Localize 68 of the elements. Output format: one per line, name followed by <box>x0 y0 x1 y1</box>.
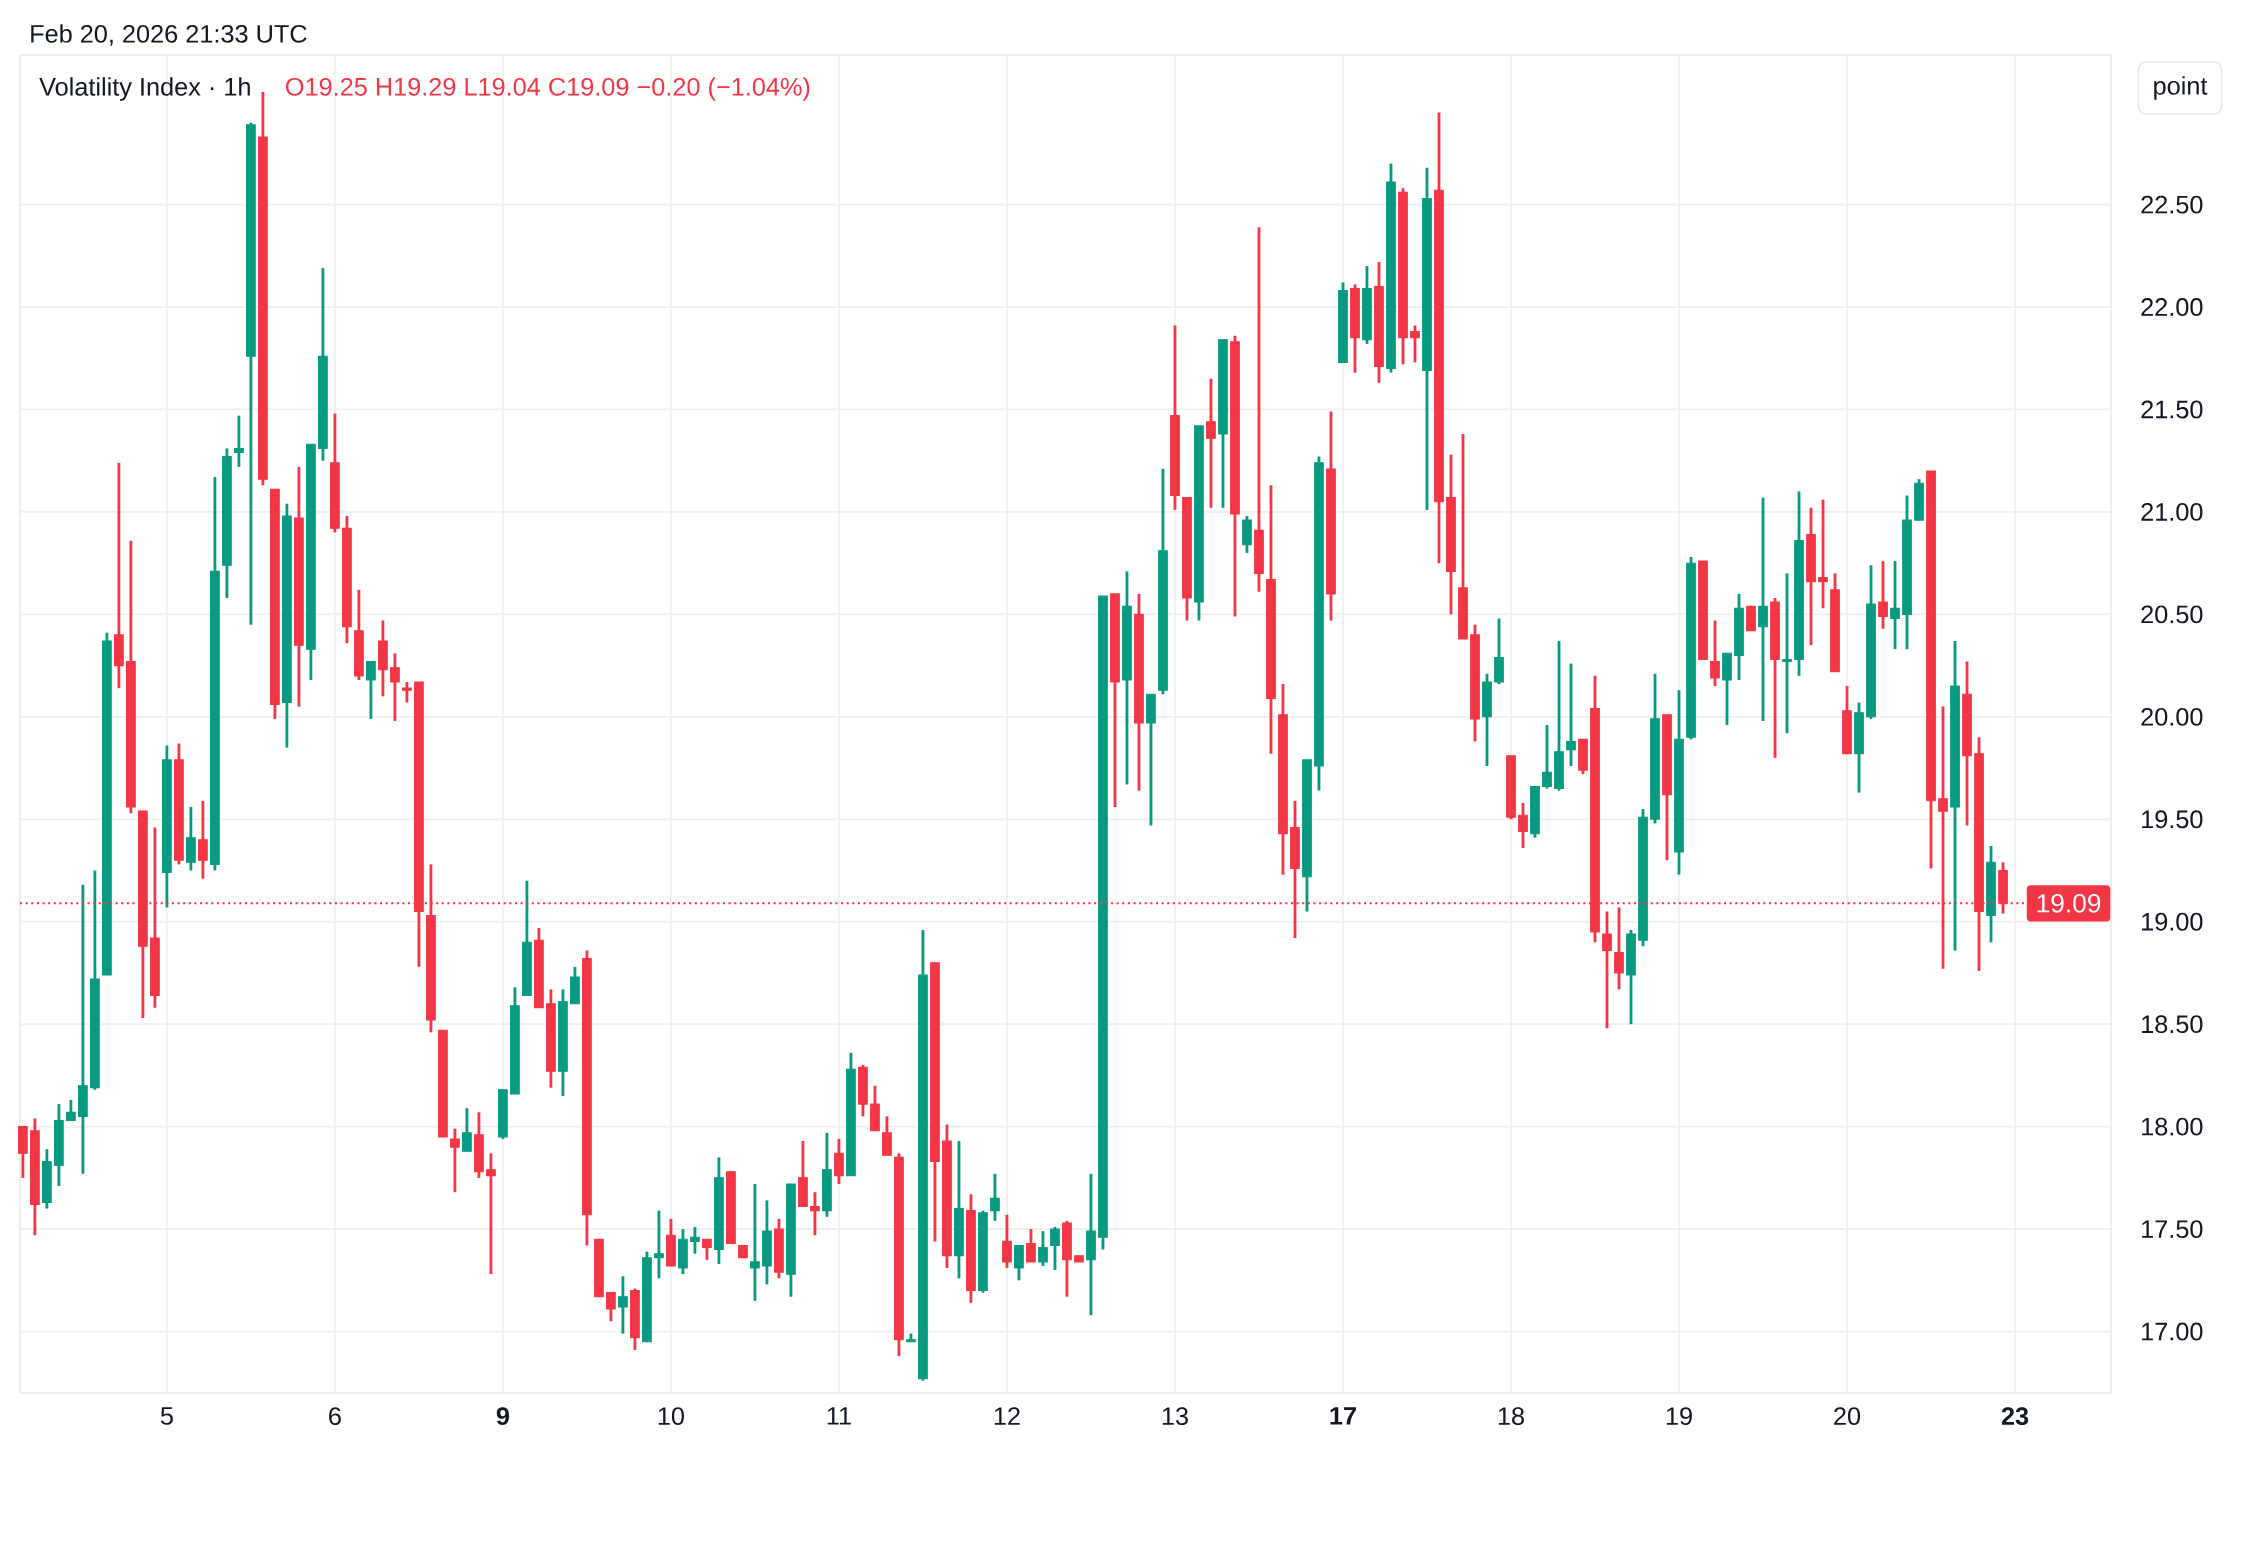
candlestick <box>882 1114 892 1157</box>
candlestick <box>1518 801 1528 850</box>
y-tick-label: 20.50 <box>2141 605 2203 624</box>
candlestick <box>462 1106 472 1153</box>
candlestick <box>1818 498 1828 610</box>
candlestick <box>1782 572 1792 735</box>
y-tick-label: 18.00 <box>2142 1117 2203 1136</box>
candlestick <box>198 799 208 881</box>
candlestick <box>1878 559 1888 631</box>
text: Volatility Index · 1h <box>39 77 250 101</box>
x-tick-label: 19 <box>1666 1407 1692 1426</box>
candlestick <box>1038 1229 1048 1268</box>
candlestick <box>390 651 400 723</box>
candlestick <box>1542 723 1552 790</box>
candlestick <box>654 1209 664 1280</box>
x-tick-label: 20 <box>1834 1407 1861 1426</box>
candlestick <box>690 1225 700 1256</box>
x-tick-label: 18 <box>1498 1407 1524 1426</box>
candlestick <box>1614 905 1624 991</box>
annotation: O19.25 H19.29 L19.04 C19.09 −0.20 (−1.04%) <box>286 77 810 101</box>
x-tick-label: 9 <box>496 1407 509 1426</box>
x-tick-label: 6 <box>329 1407 341 1426</box>
candlestick <box>234 414 244 469</box>
candlestick <box>1014 1244 1024 1282</box>
y-tick-label: 19.00 <box>2142 912 2203 931</box>
candlestick <box>1002 1213 1012 1270</box>
x-tick-label: 5 <box>160 1407 173 1425</box>
y-tick-label: 17.50 <box>2142 1220 2203 1239</box>
y-tick-label: 19.50 <box>2142 810 2203 829</box>
candlestick <box>1602 910 1612 1030</box>
candlestick <box>1890 559 1900 651</box>
y-tick-label: 20.00 <box>2141 707 2203 726</box>
candlestick <box>702 1237 712 1262</box>
x-tick-label: 23 <box>2001 1407 2029 1426</box>
candlestick <box>1758 496 1768 723</box>
candlestick <box>606 1291 616 1323</box>
candlestick <box>1026 1227 1036 1264</box>
y-tick-label: 22.00 <box>2141 298 2203 316</box>
candlestick <box>750 1182 760 1303</box>
x-tick-label: 10 <box>658 1407 684 1426</box>
candlestick <box>1566 662 1576 768</box>
ref-line-label: 19.09 <box>2037 893 2101 913</box>
candlestick <box>366 660 376 721</box>
y-tick-label: 21.00 <box>2141 503 2203 521</box>
text: Feb 20, 2026 21:33 UTC <box>31 24 307 46</box>
candlestick <box>1710 619 1720 688</box>
candlestick <box>1050 1225 1060 1272</box>
y-tick-label: 22.50 <box>2141 195 2203 214</box>
candlestick <box>834 1137 844 1186</box>
candlestick <box>990 1172 1000 1223</box>
candlestick <box>1410 324 1420 364</box>
candlestick <box>1206 377 1216 510</box>
candlestick <box>402 680 412 704</box>
y-tick-label: 21.50 <box>2141 400 2203 419</box>
x-tick-label: 11 <box>827 1407 851 1425</box>
y-tick-label: 17.00 <box>2142 1322 2203 1341</box>
candlestick <box>450 1127 460 1194</box>
x-tick-label: 17 <box>1330 1407 1356 1425</box>
candlestick <box>78 883 88 1176</box>
candlestick <box>1254 225 1264 594</box>
x-tick-label: 12 <box>994 1407 1020 1425</box>
candlestick <box>618 1274 628 1336</box>
x-tick-label: 13 <box>1162 1407 1188 1426</box>
candlestick <box>810 1190 820 1237</box>
text: point <box>2154 76 2208 100</box>
candlestick <box>486 1151 496 1276</box>
candlestick <box>66 1098 76 1122</box>
y-tick-label: 18.50 <box>2142 1015 2203 1034</box>
